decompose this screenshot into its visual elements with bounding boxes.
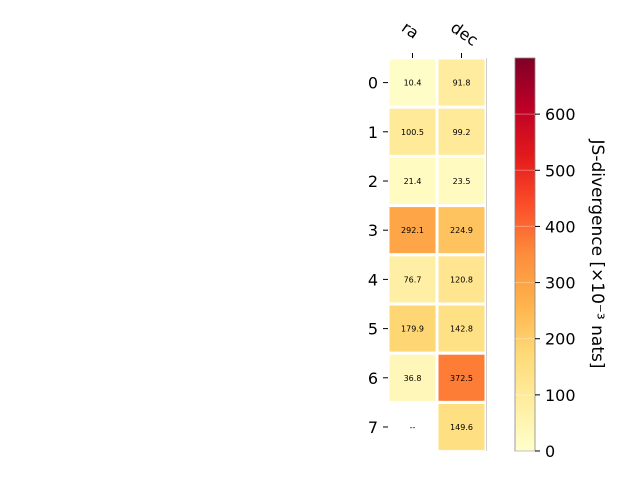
row-label-6: 6 [368, 369, 378, 388]
cell-value-label: 372.5 [450, 374, 473, 383]
cell-value-label: 142.8 [450, 325, 473, 334]
cell-value-label: 99.2 [453, 128, 471, 137]
heatmap-cell-4-dec [435, 253, 488, 306]
row-label-7: 7 [368, 418, 378, 437]
cell-value-label: 23.5 [453, 177, 471, 186]
heatmap-cells: 10.4 91.8 100.5 99.2 21.4 23.5 292.1 224.9 76.7 1… [386, 56, 488, 454]
cell-value-label: 36.8 [404, 374, 422, 383]
colorbar-tick-label: 300 [545, 274, 576, 293]
cell-value-label: 21.4 [404, 177, 422, 186]
cell-value-label: 120.8 [450, 275, 473, 284]
cell-value-label: 10.4 [404, 79, 422, 88]
cell-value-label: 76.7 [404, 275, 422, 284]
row-label-5: 5 [368, 320, 378, 339]
column-labels: ra dec [398, 18, 482, 58]
cell-value-label: 149.6 [450, 423, 473, 432]
heatmap-cell-3-dec [435, 204, 488, 257]
colorbar: 0 100 200 300 400 500 600 JS-divergence [×10⁻³… [514, 57, 607, 461]
colorbar-tick-label: 600 [545, 105, 576, 124]
colorbar-tick-label: 400 [545, 217, 576, 236]
colorbar-tick-label: 100 [545, 386, 576, 405]
colorbar-label: JS-divergence [×10⁻³ nats] [587, 139, 607, 369]
row-label-0: 0 [368, 74, 378, 93]
row-label-3: 3 [368, 221, 378, 240]
column-label-dec: dec [447, 18, 481, 50]
column-label-ra: ra [398, 18, 422, 43]
cell-value-label: 91.8 [453, 79, 471, 88]
colorbar-ticks: 0 100 200 300 400 500 600 [515, 105, 576, 461]
colorbar-tick-label: 500 [545, 161, 576, 180]
cell-value-label: -- [410, 423, 416, 432]
row-labels: 0 1 2 3 4 5 6 7 [368, 74, 388, 437]
cell-value-label: 292.1 [401, 226, 424, 235]
colorbar-tick-label: 200 [545, 330, 576, 349]
cell-value-label: 179.9 [401, 325, 424, 334]
colorbar-tick-label: 0 [545, 442, 555, 461]
cell-value-label: 224.9 [450, 226, 473, 235]
row-label-4: 4 [368, 270, 378, 289]
cell-value-label: 100.5 [401, 128, 424, 137]
row-label-2: 2 [368, 172, 378, 191]
colorbar-gradient [514, 57, 536, 452]
row-label-1: 1 [368, 123, 378, 142]
